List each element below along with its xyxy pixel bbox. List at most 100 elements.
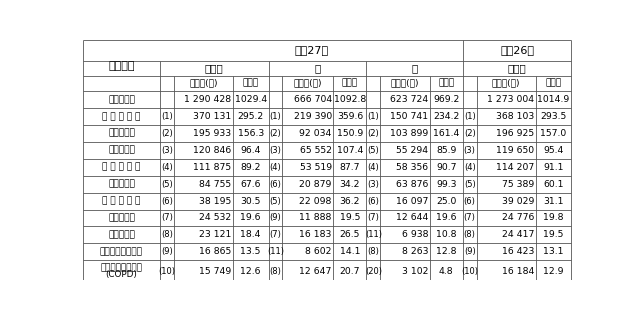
Text: 370 131: 370 131 [193,112,231,121]
Text: (7): (7) [161,214,173,222]
Text: 悪 性 新 生 物: 悪 性 新 生 物 [102,112,141,121]
Text: 85.9: 85.9 [436,146,456,155]
Text: (3): (3) [367,180,380,189]
Text: 死亡数(人): 死亡数(人) [492,79,520,88]
Text: 87.7: 87.7 [340,163,360,172]
Text: 20 879: 20 879 [300,180,332,189]
Text: 91.1: 91.1 [543,163,564,172]
Text: (3): (3) [269,146,282,155]
Text: 18.4: 18.4 [241,230,261,239]
Text: (1): (1) [161,112,173,121]
Text: 39 029: 39 029 [502,197,534,206]
Text: 死亡数(人): 死亡数(人) [294,79,322,88]
Text: (4): (4) [269,163,282,172]
Text: 196 925: 196 925 [496,129,534,138]
Text: 95.4: 95.4 [543,146,564,155]
Text: 150.9: 150.9 [337,129,363,138]
Text: (3): (3) [464,146,476,155]
Text: 12 647: 12 647 [300,266,332,276]
Text: 89.2: 89.2 [241,163,261,172]
Text: 16 865: 16 865 [199,247,231,256]
Text: 150 741: 150 741 [390,112,428,121]
Text: 368 103: 368 103 [496,112,534,121]
Text: 22 098: 22 098 [300,197,332,206]
Text: 24 776: 24 776 [502,214,534,222]
Text: 肺　　　炎: 肺 炎 [108,146,135,155]
Text: 19.6: 19.6 [436,214,456,222]
Text: 75 389: 75 389 [502,180,534,189]
Text: 10.8: 10.8 [436,230,456,239]
Text: (8): (8) [269,266,282,276]
Text: (4): (4) [464,163,476,172]
Text: 63 876: 63 876 [396,180,428,189]
Text: 死亡率: 死亡率 [545,79,561,88]
Text: 234.2: 234.2 [433,112,460,121]
Text: 4.8: 4.8 [439,266,454,276]
Text: 男: 男 [314,63,321,73]
Text: (8): (8) [161,230,173,239]
Text: 19.6: 19.6 [241,214,261,222]
Text: (4): (4) [161,163,173,172]
Text: 34.2: 34.2 [340,180,360,189]
Text: 24 532: 24 532 [199,214,231,222]
Text: 平成27年: 平成27年 [294,45,328,55]
Text: (2): (2) [367,129,380,138]
Text: 死　　因: 死 因 [108,60,134,71]
Text: 16 183: 16 183 [300,230,332,239]
Text: (7): (7) [367,214,380,222]
Text: 114 207: 114 207 [496,163,534,172]
Text: 293.5: 293.5 [540,112,566,121]
Text: 6 938: 6 938 [401,230,428,239]
Text: (6): (6) [367,197,380,206]
Text: 1092.8: 1092.8 [334,95,366,104]
Text: (1): (1) [464,112,476,121]
Text: 脳 血 管 疾 患: 脳 血 管 疾 患 [102,163,141,172]
Text: (10): (10) [158,266,175,276]
Text: (5): (5) [464,180,476,189]
Text: 老　　　衰: 老 衰 [108,180,135,189]
Text: 157.0: 157.0 [540,129,566,138]
Text: 195 933: 195 933 [193,129,231,138]
Text: 19.5: 19.5 [543,230,564,239]
Text: 156.3: 156.3 [237,129,264,138]
Text: 12.9: 12.9 [543,266,564,276]
Text: 30.5: 30.5 [241,197,261,206]
Text: (7): (7) [464,214,476,222]
Text: 自　　　殺: 自 殺 [108,230,135,239]
Text: 8 602: 8 602 [305,247,332,256]
Text: 女: 女 [412,63,418,73]
Text: 14.1: 14.1 [340,247,360,256]
Text: 107.4: 107.4 [337,146,363,155]
Text: 12.8: 12.8 [436,247,456,256]
Text: 24 417: 24 417 [502,230,534,239]
Text: 36.2: 36.2 [340,197,360,206]
Text: (8): (8) [367,247,380,256]
Text: (10): (10) [461,266,478,276]
Text: 55 294: 55 294 [396,146,428,155]
Text: 総　数: 総 数 [205,63,223,73]
Text: 90.7: 90.7 [436,163,456,172]
Text: 8 263: 8 263 [401,247,428,256]
Text: 25.0: 25.0 [436,197,456,206]
Text: 20.7: 20.7 [340,266,360,276]
Text: 19.5: 19.5 [340,214,360,222]
Text: (7): (7) [269,230,282,239]
Text: 16 184: 16 184 [502,266,534,276]
Text: 19.8: 19.8 [543,214,564,222]
Text: 1014.9: 1014.9 [538,95,570,104]
Text: (1): (1) [367,112,380,121]
Text: 慢性閉塞性肺疾患: 慢性閉塞性肺疾患 [100,264,143,272]
Text: 219 390: 219 390 [294,112,332,121]
Text: 161.4: 161.4 [433,129,460,138]
Text: (5): (5) [367,146,380,155]
Text: 103 899: 103 899 [390,129,428,138]
Text: 心　疾　患: 心 疾 患 [108,129,135,138]
Text: 腎　不　全: 腎 不 全 [108,214,135,222]
Text: 大動脈瘤及び解離: 大動脈瘤及び解離 [100,247,143,256]
Text: (11): (11) [267,247,284,256]
Text: 53 519: 53 519 [300,163,332,172]
Text: 99.3: 99.3 [436,180,456,189]
Text: (8): (8) [464,230,476,239]
Text: 平成26年: 平成26年 [500,45,534,55]
Text: (9): (9) [161,247,173,256]
